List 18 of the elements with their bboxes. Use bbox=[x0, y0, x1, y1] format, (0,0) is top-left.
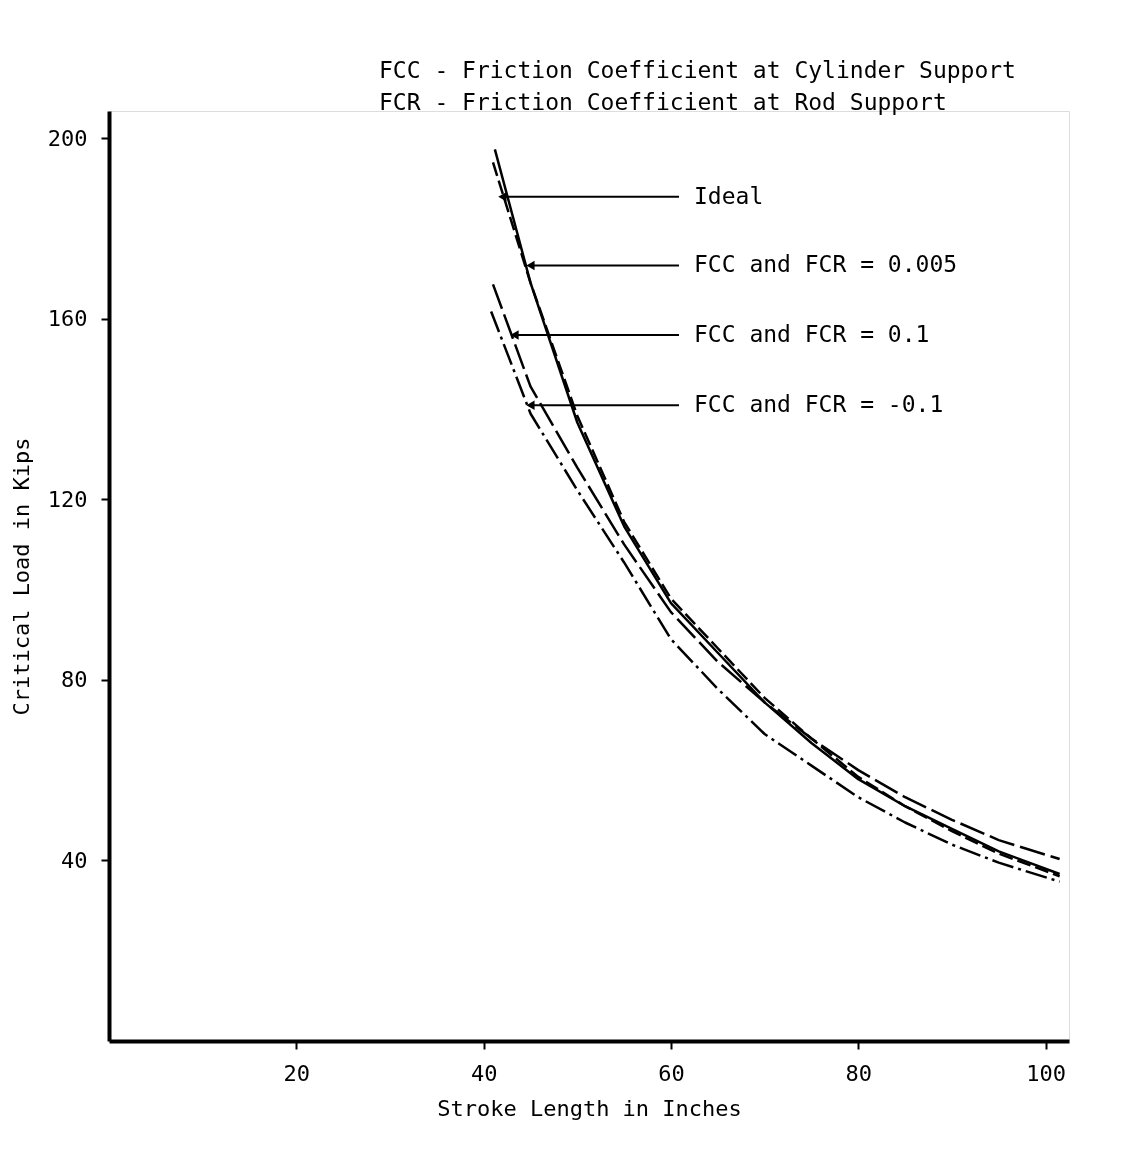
x-tick-label: 20 bbox=[283, 1060, 311, 1086]
y-axis-title: Critical Load in Kips bbox=[8, 437, 34, 716]
x-tick-label: 40 bbox=[470, 1060, 498, 1086]
annotation: Ideal bbox=[694, 182, 764, 209]
x-tick-label: 100 bbox=[1026, 1060, 1066, 1086]
x-tick-label: 80 bbox=[845, 1060, 873, 1086]
annotation: FCR - Friction Coefficient at Rod Support bbox=[379, 89, 947, 115]
y-tick-label: 40 bbox=[61, 847, 88, 873]
y-tick-label: 160 bbox=[47, 306, 88, 332]
y-tick-label: 120 bbox=[47, 486, 88, 512]
annotation: FCC and FCR = 0.1 bbox=[694, 320, 930, 347]
y-tick-label: 200 bbox=[47, 125, 88, 151]
annotation: FCC and FCR = 0.005 bbox=[694, 251, 958, 278]
x-axis-title: Stroke Length in Inches bbox=[437, 1095, 742, 1121]
annotation: FCC and FCR = -0.1 bbox=[694, 391, 944, 418]
x-tick-label: 60 bbox=[658, 1060, 685, 1086]
text: FCC - Friction Coefficient at Cylinder Support bbox=[379, 57, 1016, 83]
y-tick-label: 80 bbox=[61, 667, 88, 693]
